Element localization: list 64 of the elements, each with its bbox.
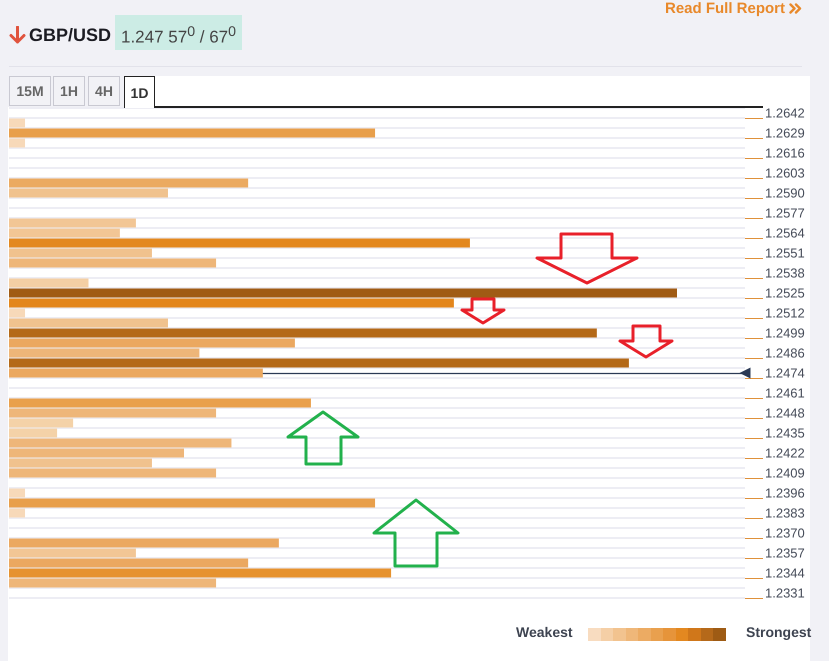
y-tick-label: 1.2383	[765, 506, 805, 520]
text: Strongest	[746, 624, 812, 641]
y-tick-label: 1.2357	[765, 546, 805, 560]
bar	[9, 538, 279, 548]
bar	[9, 408, 216, 418]
y-tick-label: 1.2590	[765, 186, 805, 200]
y-tick-label: 1.2435	[765, 426, 805, 440]
bar	[9, 258, 216, 268]
y-tick-label: 1.2370	[765, 526, 805, 540]
bar	[9, 128, 376, 138]
y-tick-label: 1.2642	[765, 106, 805, 120]
bar	[9, 398, 311, 408]
text: 4H	[88, 76, 120, 106]
y-tick-label: 1.2448	[765, 406, 805, 420]
y-tick-label: 1.2396	[765, 486, 805, 500]
y-tick-label: 1.2344	[765, 566, 805, 580]
bar	[9, 358, 629, 368]
bar	[9, 568, 392, 578]
y-tick-label: 1.2551	[765, 246, 805, 260]
bar	[9, 118, 26, 128]
text: Read Full Report	[664, 0, 785, 17]
y-tick-label: 1.2422	[765, 446, 805, 460]
text: Weakest	[516, 624, 573, 641]
bar	[9, 468, 216, 478]
bar	[9, 348, 200, 358]
bar	[9, 338, 295, 348]
y-tick-label: 1.2525	[765, 286, 805, 300]
bar	[9, 278, 88, 288]
chart-title: GBP/USD	[29, 24, 112, 46]
y-tick-label: 1.2474	[765, 366, 805, 380]
bar	[9, 458, 152, 468]
bar	[9, 188, 168, 198]
y-tick-label: 1.2512	[765, 306, 805, 320]
bar	[9, 508, 26, 518]
bar	[9, 558, 248, 568]
y-tick-label: 1.2603	[765, 166, 805, 180]
bar	[9, 498, 376, 508]
bar	[9, 328, 597, 338]
bar	[9, 138, 26, 148]
y-tick-label: 1.2486	[765, 346, 805, 360]
bar	[9, 488, 26, 498]
y-tick-label: 1.2564	[765, 226, 805, 240]
bar	[9, 298, 454, 308]
bar	[9, 248, 152, 258]
bar	[9, 548, 136, 558]
y-tick-label: 1.2616	[765, 146, 805, 160]
y-tick-label: 1.2629	[765, 126, 805, 140]
text: 1D	[124, 76, 155, 108]
y-tick-label: 1.2577	[765, 206, 805, 220]
bar	[9, 308, 26, 318]
bar	[9, 288, 677, 298]
bar	[9, 318, 168, 328]
bar	[9, 368, 263, 378]
y-tick-label: 1.2331	[765, 586, 805, 600]
y-tick-label: 1.2538	[765, 266, 805, 280]
chart-subtitle: 1.247 57$^{0}$ / 67$^{0}$	[115, 15, 242, 50]
bar	[9, 578, 216, 588]
y-tick-label: 1.2499	[765, 326, 805, 340]
text: 1H	[53, 76, 85, 106]
y-tick-label: 1.2461	[765, 386, 805, 400]
y-tick-label: 1.2409	[765, 466, 805, 480]
bar	[9, 238, 470, 248]
text: 15M	[9, 76, 51, 106]
bar	[9, 178, 248, 188]
